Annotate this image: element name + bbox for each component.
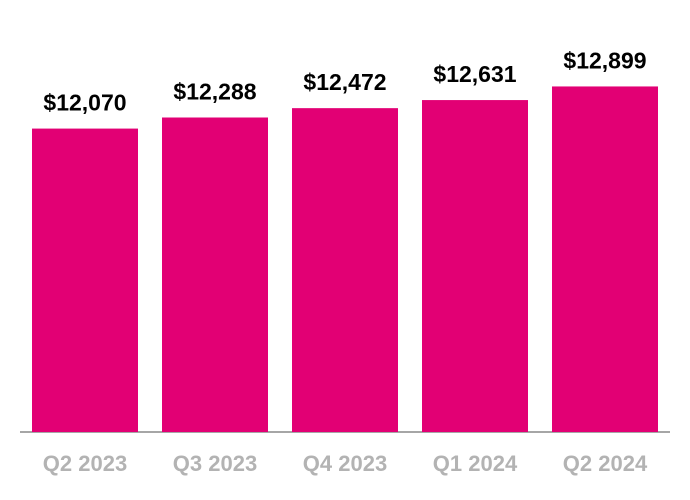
x-tick-label: Q4 2023 [303, 451, 387, 476]
value-label: $12,472 [303, 69, 386, 95]
x-tick-label: Q2 2024 [563, 451, 648, 476]
x-tick-label: Q2 2023 [43, 451, 127, 476]
bar [422, 100, 528, 432]
value-label: $12,899 [563, 48, 646, 74]
bar [552, 86, 658, 433]
bar [292, 108, 398, 433]
value-label: $12,631 [433, 61, 516, 87]
x-tick-label: Q1 2024 [433, 451, 518, 476]
bar [162, 117, 268, 432]
value-label: $12,070 [43, 90, 126, 116]
x-tick-label: Q3 2023 [173, 451, 257, 476]
bar [32, 128, 138, 432]
value-label: $12,288 [173, 79, 256, 105]
